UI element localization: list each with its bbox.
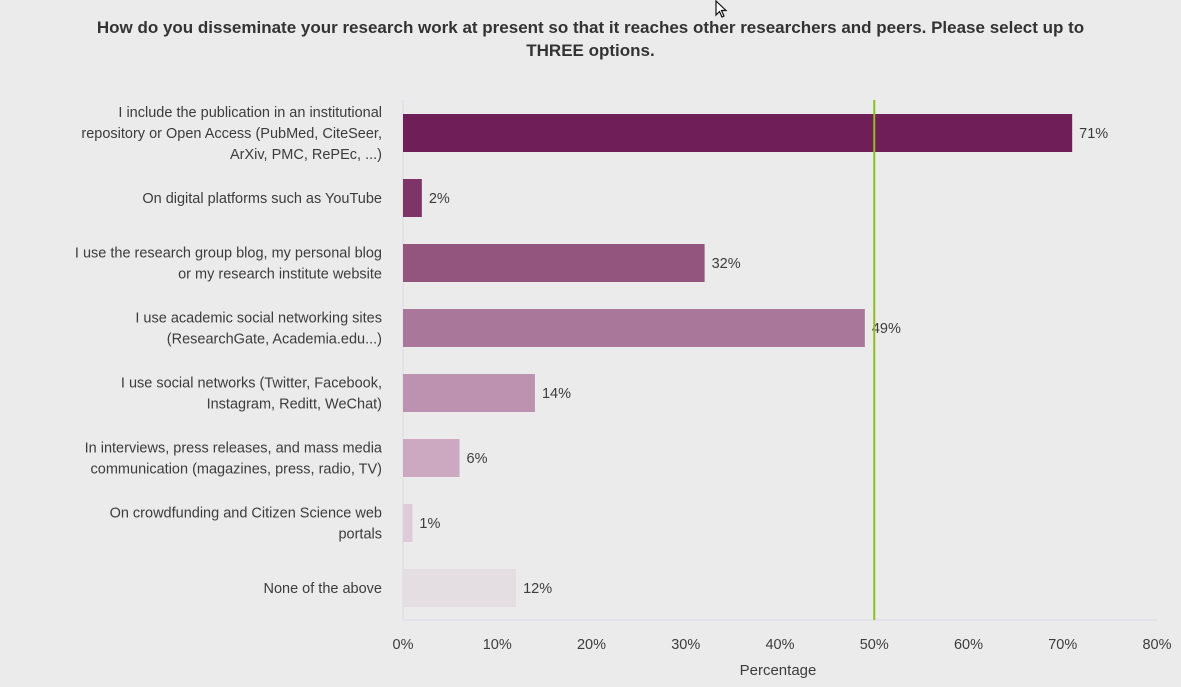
category-label: I use academic social networking sites: [135, 311, 382, 327]
bar: [403, 244, 705, 282]
x-tick-label: 30%: [671, 637, 700, 653]
category-label: (ResearchGate, Academia.edu...): [167, 332, 382, 348]
data-label: 32%: [712, 256, 741, 272]
data-label: 49%: [872, 321, 901, 337]
category-label: ArXiv, PMC, RePEc, ...): [230, 147, 382, 163]
category-label: I include the publication in an institut…: [118, 105, 382, 121]
bar: [403, 179, 422, 217]
category-label: portals: [338, 527, 382, 543]
category-label: I use the research group blog, my person…: [75, 246, 382, 262]
data-label: 2%: [429, 191, 450, 207]
bar: [403, 439, 460, 477]
bar: [403, 504, 413, 542]
category-label: or my research institute website: [178, 267, 382, 283]
data-label: 14%: [542, 386, 571, 402]
category-label: In interviews, press releases, and mass …: [85, 441, 383, 457]
category-label: On crowdfunding and Citizen Science web: [110, 506, 382, 522]
bar: [403, 569, 517, 607]
x-tick-label: 80%: [1142, 637, 1171, 653]
data-label: 1%: [419, 516, 440, 532]
category-label: None of the above: [263, 581, 382, 597]
chart-title: How do you disseminate your research wor…: [0, 16, 1181, 62]
x-tick-label: 0%: [393, 637, 414, 653]
x-tick-label: 40%: [765, 637, 794, 653]
bar: [403, 309, 865, 347]
category-label: On digital platforms such as YouTube: [142, 191, 382, 207]
data-label: 71%: [1079, 126, 1108, 142]
category-label: repository or Open Access (PubMed, CiteS…: [81, 126, 382, 142]
mouse-pointer-icon: [715, 0, 728, 18]
x-axis-title: Percentage: [740, 662, 817, 679]
category-label: I use social networks (Twitter, Facebook…: [121, 376, 382, 392]
category-label: Instagram, Reditt, WeChat): [207, 397, 382, 413]
data-label: 12%: [523, 581, 552, 597]
x-tick-label: 70%: [1048, 637, 1077, 653]
chart-title-line-1: How do you disseminate your research wor…: [96, 18, 1085, 37]
data-label: 6%: [467, 451, 488, 467]
category-label: communication (magazines, press, radio, …: [91, 462, 382, 478]
bar: [403, 114, 1073, 152]
x-tick-label: 60%: [954, 637, 983, 653]
x-tick-label: 20%: [577, 637, 606, 653]
x-tick-label: 10%: [483, 637, 512, 653]
chart-title-line-2: THREE options.: [526, 41, 655, 60]
bar: [403, 374, 535, 412]
x-tick-label: 50%: [860, 637, 889, 653]
plot-area: 71% I include the publication in an insti…: [75, 100, 1172, 679]
